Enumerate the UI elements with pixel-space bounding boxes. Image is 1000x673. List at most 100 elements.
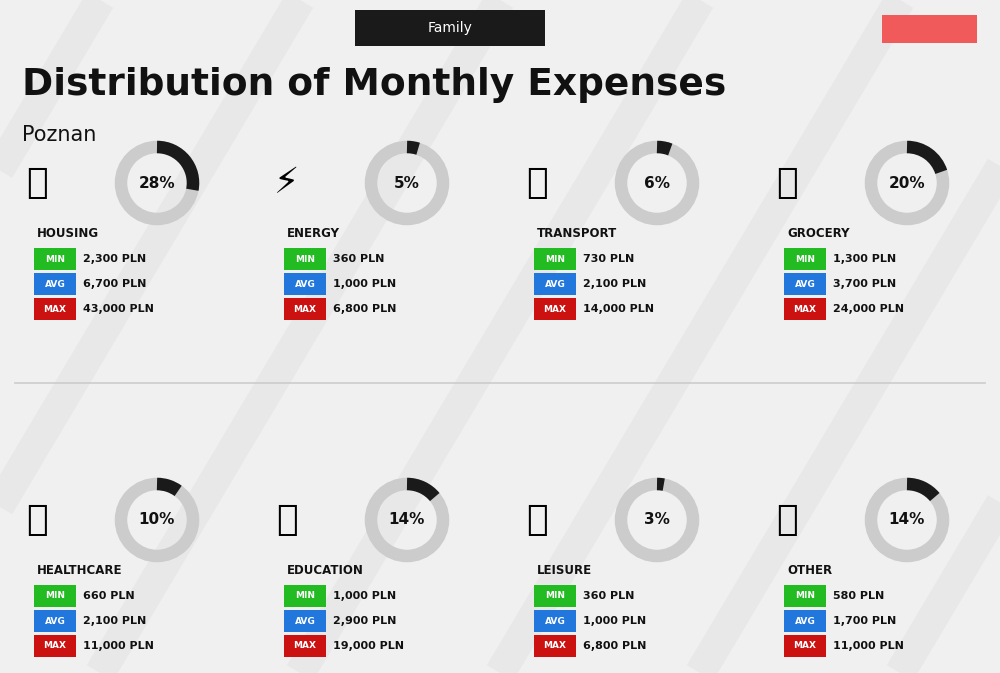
Text: 1,700 PLN: 1,700 PLN: [833, 616, 896, 626]
Text: 💓: 💓: [26, 503, 48, 537]
FancyBboxPatch shape: [284, 585, 326, 607]
Text: MAX: MAX: [794, 304, 817, 314]
FancyBboxPatch shape: [34, 610, 76, 632]
Text: 6,700 PLN: 6,700 PLN: [83, 279, 146, 289]
Text: ENERGY: ENERGY: [287, 227, 340, 240]
Text: AVG: AVG: [795, 616, 815, 625]
Text: MIN: MIN: [795, 254, 815, 264]
Text: 1,000 PLN: 1,000 PLN: [333, 279, 396, 289]
Text: 11,000 PLN: 11,000 PLN: [83, 641, 154, 651]
FancyBboxPatch shape: [355, 10, 545, 46]
FancyBboxPatch shape: [34, 273, 76, 295]
Text: AVG: AVG: [545, 279, 565, 289]
Text: 6,800 PLN: 6,800 PLN: [333, 304, 396, 314]
FancyBboxPatch shape: [34, 248, 76, 270]
Text: MAX: MAX: [294, 641, 316, 651]
Text: MAX: MAX: [544, 641, 567, 651]
FancyBboxPatch shape: [784, 298, 826, 320]
Text: 2,900 PLN: 2,900 PLN: [333, 616, 396, 626]
Text: Family: Family: [428, 21, 472, 35]
Text: 14,000 PLN: 14,000 PLN: [583, 304, 654, 314]
Text: Distribution of Monthly Expenses: Distribution of Monthly Expenses: [22, 67, 726, 103]
Text: MAX: MAX: [294, 304, 316, 314]
FancyBboxPatch shape: [784, 248, 826, 270]
Text: AVG: AVG: [295, 279, 315, 289]
Text: AVG: AVG: [795, 279, 815, 289]
Text: HEALTHCARE: HEALTHCARE: [37, 563, 122, 577]
Text: MIN: MIN: [45, 254, 65, 264]
Text: OTHER: OTHER: [787, 563, 832, 577]
Text: TRANSPORT: TRANSPORT: [537, 227, 617, 240]
Text: AVG: AVG: [45, 616, 65, 625]
FancyBboxPatch shape: [534, 585, 576, 607]
Text: 360 PLN: 360 PLN: [333, 254, 384, 264]
FancyBboxPatch shape: [534, 273, 576, 295]
Text: 43,000 PLN: 43,000 PLN: [83, 304, 154, 314]
FancyBboxPatch shape: [534, 635, 576, 657]
Text: 14%: 14%: [889, 513, 925, 528]
Text: 2,100 PLN: 2,100 PLN: [583, 279, 646, 289]
Text: 28%: 28%: [139, 176, 175, 190]
Text: 580 PLN: 580 PLN: [833, 591, 884, 601]
FancyBboxPatch shape: [534, 298, 576, 320]
Text: 6%: 6%: [644, 176, 670, 190]
Text: MIN: MIN: [795, 592, 815, 600]
Text: EDUCATION: EDUCATION: [287, 563, 364, 577]
Text: 24,000 PLN: 24,000 PLN: [833, 304, 904, 314]
Text: 🛍: 🛍: [526, 503, 548, 537]
Text: 🛒: 🛒: [776, 166, 798, 200]
FancyBboxPatch shape: [784, 273, 826, 295]
Text: MAX: MAX: [44, 641, 66, 651]
FancyBboxPatch shape: [784, 635, 826, 657]
Text: 19,000 PLN: 19,000 PLN: [333, 641, 404, 651]
FancyBboxPatch shape: [284, 273, 326, 295]
FancyBboxPatch shape: [34, 298, 76, 320]
Text: MAX: MAX: [544, 304, 567, 314]
Text: MAX: MAX: [44, 304, 66, 314]
FancyBboxPatch shape: [284, 248, 326, 270]
FancyBboxPatch shape: [534, 248, 576, 270]
Text: AVG: AVG: [295, 616, 315, 625]
Text: AVG: AVG: [45, 279, 65, 289]
Text: 🚌: 🚌: [526, 166, 548, 200]
Text: 3,700 PLN: 3,700 PLN: [833, 279, 896, 289]
Text: MIN: MIN: [545, 254, 565, 264]
Text: HOUSING: HOUSING: [37, 227, 99, 240]
FancyBboxPatch shape: [784, 610, 826, 632]
Text: 2,100 PLN: 2,100 PLN: [83, 616, 146, 626]
FancyBboxPatch shape: [784, 585, 826, 607]
Text: 660 PLN: 660 PLN: [83, 591, 135, 601]
FancyBboxPatch shape: [284, 610, 326, 632]
Text: 730 PLN: 730 PLN: [583, 254, 634, 264]
FancyBboxPatch shape: [34, 585, 76, 607]
Text: 1,300 PLN: 1,300 PLN: [833, 254, 896, 264]
Text: 🏢: 🏢: [26, 166, 48, 200]
Text: 11,000 PLN: 11,000 PLN: [833, 641, 904, 651]
Text: GROCERY: GROCERY: [787, 227, 850, 240]
Text: AVG: AVG: [545, 616, 565, 625]
Text: 2,300 PLN: 2,300 PLN: [83, 254, 146, 264]
Text: 5%: 5%: [394, 176, 420, 190]
Text: MIN: MIN: [545, 592, 565, 600]
Text: 360 PLN: 360 PLN: [583, 591, 634, 601]
Text: MIN: MIN: [45, 592, 65, 600]
Text: MAX: MAX: [794, 641, 817, 651]
Text: LEISURE: LEISURE: [537, 563, 592, 577]
Text: Poznan: Poznan: [22, 125, 96, 145]
Text: 14%: 14%: [389, 513, 425, 528]
Text: 1,000 PLN: 1,000 PLN: [583, 616, 646, 626]
Text: MIN: MIN: [295, 592, 315, 600]
Text: 6,800 PLN: 6,800 PLN: [583, 641, 646, 651]
Text: 1,000 PLN: 1,000 PLN: [333, 591, 396, 601]
Text: 💰: 💰: [776, 503, 798, 537]
Text: ⚡: ⚡: [274, 166, 300, 200]
FancyBboxPatch shape: [534, 610, 576, 632]
Text: 🎓: 🎓: [276, 503, 298, 537]
Text: 3%: 3%: [644, 513, 670, 528]
FancyBboxPatch shape: [882, 15, 977, 43]
FancyBboxPatch shape: [284, 298, 326, 320]
FancyBboxPatch shape: [34, 635, 76, 657]
Text: 20%: 20%: [889, 176, 925, 190]
FancyBboxPatch shape: [284, 635, 326, 657]
Text: MIN: MIN: [295, 254, 315, 264]
